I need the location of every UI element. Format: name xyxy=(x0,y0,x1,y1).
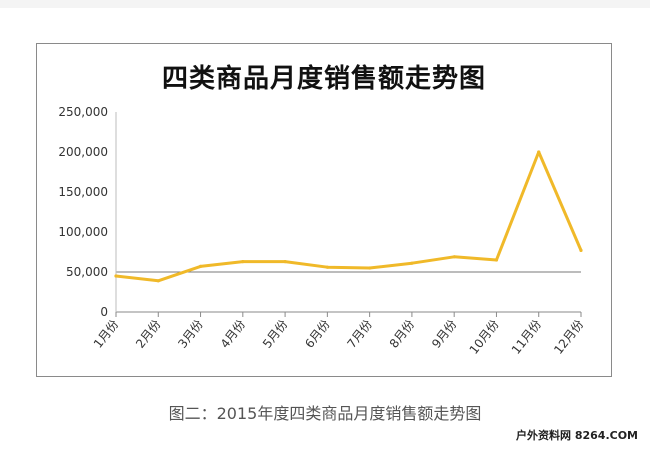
chart-frame: 四类商品月度销售额走势图 0 50,000 100,000 150,000 200,00… xyxy=(36,43,612,377)
data-point xyxy=(410,261,414,265)
data-point xyxy=(198,264,203,268)
line-chart: 0 50,000 100,000 150,000 200,000 250,000 1月份 2… xyxy=(58,105,586,357)
data-point xyxy=(537,150,541,154)
data-point xyxy=(114,274,118,278)
x-tick-label: 10月份 xyxy=(467,317,502,357)
data-point xyxy=(156,279,160,283)
x-tick-label: 11月份 xyxy=(509,317,544,357)
series-line xyxy=(114,150,583,283)
top-strip xyxy=(0,0,650,8)
y-tick-label: 50,000 xyxy=(66,265,108,279)
data-point xyxy=(452,255,456,259)
y-tick-label: 0 xyxy=(100,305,108,319)
data-point xyxy=(494,258,499,262)
x-tick-label: 5月份 xyxy=(260,317,291,351)
data-point xyxy=(325,265,329,269)
x-tick-label: 1月份 xyxy=(91,317,122,351)
x-tick-label: 3月份 xyxy=(175,317,206,351)
x-tick-label: 7月份 xyxy=(344,317,375,351)
data-point xyxy=(368,266,372,270)
y-tick-label: 100,000 xyxy=(58,225,108,239)
y-tick-label: 150,000 xyxy=(58,185,108,199)
x-tick-label: 2月份 xyxy=(133,317,164,351)
chart-title: 四类商品月度销售额走势图 xyxy=(161,64,486,94)
data-point xyxy=(241,260,245,264)
x-tick-label: 6月份 xyxy=(302,317,333,351)
y-tick-label: 250,000 xyxy=(58,105,108,119)
figure-caption: 图二：2015年度四类商品月度销售额走势图 xyxy=(168,404,482,423)
y-tick-label: 200,000 xyxy=(58,145,108,159)
data-point xyxy=(579,248,583,252)
watermark: 户外资料网 8264.COM xyxy=(516,429,638,442)
x-tick-label: 8月份 xyxy=(387,317,418,351)
x-tick-label: 9月份 xyxy=(429,317,460,351)
data-point xyxy=(283,260,287,264)
x-tick-label: 12月份 xyxy=(551,317,586,357)
x-tick-label: 4月份 xyxy=(218,317,249,351)
